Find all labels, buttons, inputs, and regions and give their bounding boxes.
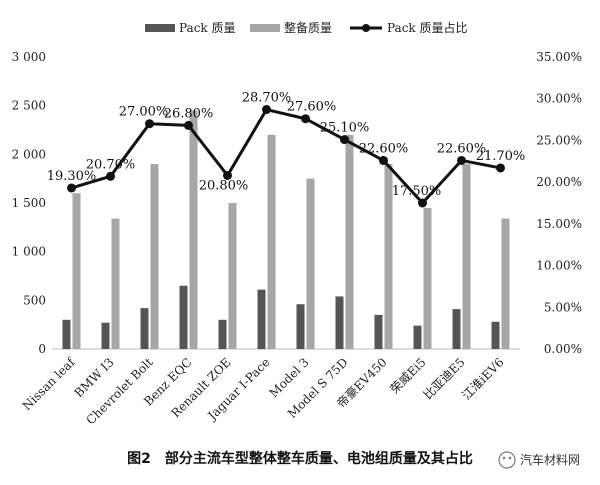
ratio-data-label: 25.10% [320, 121, 370, 136]
ratio-data-label: 17.50% [392, 184, 442, 199]
bar-pack-mass [413, 325, 422, 349]
ratio-point [145, 119, 154, 129]
ratio-data-label: 19.30% [47, 169, 97, 184]
ratio-point [262, 105, 271, 115]
ratio-data-label: 27.60% [287, 100, 337, 115]
legend-swatch-pack-mass [145, 24, 175, 32]
legend-swatch-ratio-marker [362, 24, 370, 32]
ratio-point [184, 120, 193, 130]
ratio-point [106, 171, 115, 181]
bar-curb-mass [267, 134, 276, 349]
left-tick-label: 2 000 [12, 147, 46, 161]
ratio-data-label: 28.70% [242, 91, 292, 106]
bar-curb-mass [111, 218, 120, 349]
figure-caption: 图2 部分主流车型整体整车质量、电池组质量及其占比 [127, 450, 473, 467]
bar-pack-mass [140, 308, 149, 349]
left-tick-label: 0 [38, 342, 46, 356]
right-tick-label: 10.00% [536, 259, 582, 273]
bar-curb-mass [384, 164, 393, 349]
legend-label-curb-mass: 整备质量 [284, 20, 332, 35]
ratio-point [457, 155, 466, 165]
left-axis: 0 500 1 000 1 500 2 000 2 500 3 000 [12, 50, 46, 356]
left-tick-label: 3 000 [12, 50, 46, 64]
bar-curb-mass [72, 193, 81, 349]
ratio-data-label: 21.70% [476, 149, 526, 164]
bar-curb-mass [423, 207, 432, 349]
left-tick-label: 2 500 [12, 99, 46, 113]
ratio-point [223, 170, 232, 180]
bars [62, 110, 510, 350]
bar-curb-mass [501, 218, 510, 349]
ratio-data-label: 22.60% [437, 141, 487, 156]
left-tick-label: 1 500 [12, 196, 46, 210]
right-axis: 0.00% 5.00% 10.00% 15.00% 20.00% 25.00% 30.00%… [536, 50, 582, 356]
right-tick-label: 15.00% [536, 217, 582, 231]
bar-pack-mass [218, 319, 227, 349]
category-label: 江淮iEV6 [459, 355, 506, 402]
category-label: Nissan leaf [20, 354, 79, 413]
ratio-point [67, 183, 76, 193]
wechat-icon [498, 451, 516, 469]
left-tick-label: 1 000 [12, 245, 46, 259]
right-tick-label: 0.00% [544, 342, 582, 356]
ratio-point [496, 163, 505, 173]
ratio-series-line [71, 108, 501, 205]
watermark-text: 汽车材料网 [520, 452, 580, 467]
bar-pack-mass [335, 296, 344, 349]
legend-label-pack-mass: Pack 质量 [179, 21, 236, 35]
legend: Pack 质量 整备质量 Pack 质量占比 [145, 20, 468, 35]
legend-label-ratio: Pack 质量占比 [387, 20, 468, 35]
bar-pack-mass [491, 321, 500, 349]
ratio-data-label: 22.60% [359, 141, 409, 156]
ratio-data-label: 26.80% [164, 106, 214, 121]
bar-pack-mass [179, 285, 188, 349]
bar-curb-mass [345, 134, 354, 349]
ratio-point [340, 135, 349, 145]
right-tick-label: 20.00% [536, 175, 582, 189]
bar-curb-mass [228, 203, 237, 349]
right-tick-label: 35.00% [536, 50, 582, 64]
ratio-data-label: 20.80% [199, 178, 249, 193]
legend-swatch-curb-mass [250, 24, 280, 32]
bar-pack-mass [101, 322, 110, 349]
wechat-icon-eye-left [502, 456, 506, 460]
bar-pack-mass [452, 309, 461, 349]
right-tick-label: 25.00% [536, 133, 582, 147]
bar-pack-mass [257, 289, 266, 349]
ratio-point [418, 198, 427, 208]
ratio-point [379, 155, 388, 165]
bar-curb-mass [462, 164, 471, 349]
ratio-point [301, 114, 310, 124]
category-label: Chevrolet Bolt [83, 355, 155, 427]
watermark: 汽车材料网 [498, 451, 580, 469]
ratio-data-label: 20.70% [86, 157, 136, 172]
bar-curb-mass [306, 178, 315, 349]
bar-curb-mass [150, 164, 159, 349]
ratio-line: 19.30%20.70% 27.00%26.80% 20.80% 28.70%27.6… [47, 91, 526, 208]
left-tick-label: 500 [23, 293, 46, 307]
ratio-data-label: 27.00% [119, 105, 169, 120]
right-tick-label: 30.00% [536, 92, 582, 106]
bar-pack-mass [62, 319, 71, 349]
bar-pack-mass [374, 314, 383, 349]
wechat-icon-eye-right [508, 456, 512, 460]
bar-pack-mass [296, 304, 305, 349]
bar-curb-mass [189, 110, 198, 350]
right-tick-label: 5.00% [544, 300, 582, 314]
